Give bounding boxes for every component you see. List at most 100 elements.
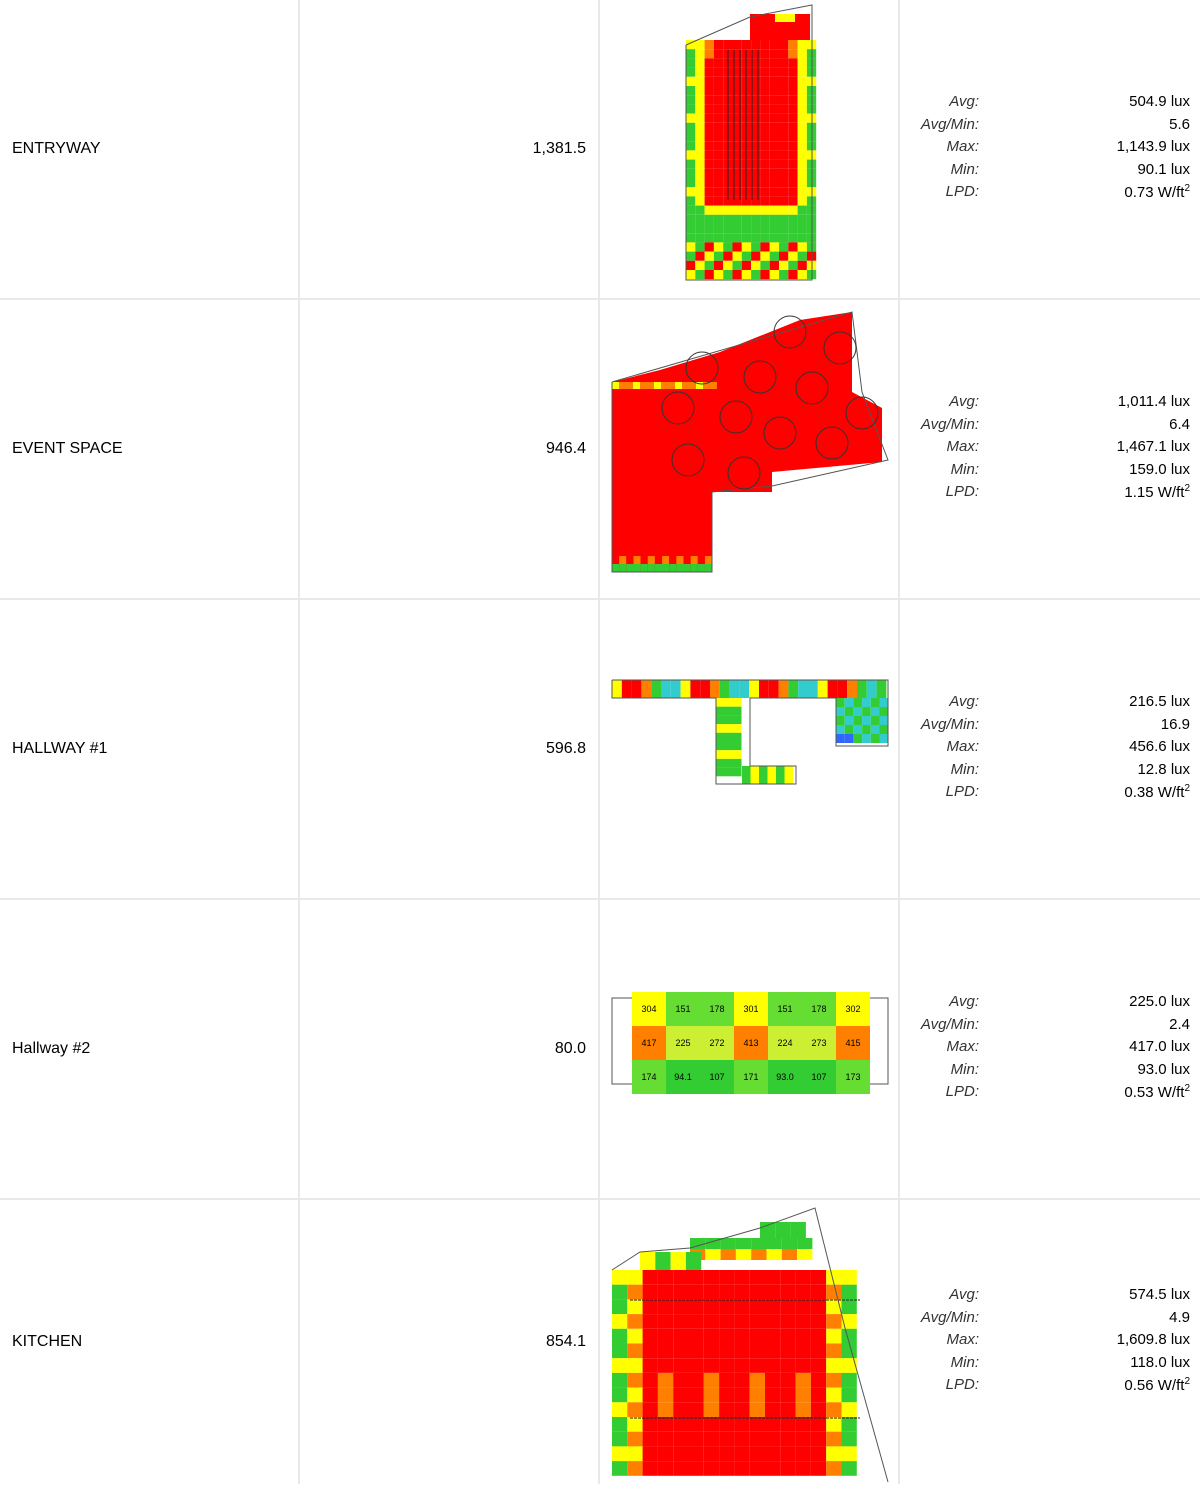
heat-cell	[612, 1372, 628, 1388]
heat-cell	[632, 1026, 666, 1060]
heat-cell	[688, 1417, 704, 1432]
heat-cell	[676, 556, 684, 564]
heat-cell	[741, 214, 752, 224]
heat-cell	[686, 251, 696, 261]
heat-cell	[798, 680, 808, 689]
heat-cell	[612, 382, 619, 389]
heat-cell	[704, 233, 714, 243]
heat-cell	[788, 270, 798, 280]
heat-cell-value: 107	[811, 1072, 826, 1082]
heat-cell	[779, 49, 789, 59]
heat-cell	[657, 1446, 674, 1462]
heat-cell	[662, 564, 670, 572]
heat-cell	[750, 775, 759, 784]
heat-cell	[760, 159, 770, 169]
heat-cell	[713, 196, 724, 206]
heat-cell	[719, 1402, 735, 1417]
heat-cell	[795, 1431, 811, 1447]
heat-cell	[879, 725, 889, 734]
heat-cell	[826, 1372, 842, 1388]
heat-cell	[751, 122, 761, 132]
heat-cell	[760, 242, 770, 252]
heat-cell	[724, 750, 733, 759]
heat-grid	[612, 1270, 857, 1476]
heat-cell	[612, 564, 620, 572]
heat-cell	[733, 741, 742, 751]
heat-cell	[619, 564, 627, 572]
room-name: Hallway #2	[12, 1040, 91, 1057]
heat-cell	[836, 734, 845, 743]
heat-cell	[760, 132, 770, 142]
room-name: HALLWAY #1	[12, 740, 108, 757]
heat-cell	[779, 233, 789, 243]
heat-cell-value: 224	[777, 1038, 792, 1048]
heat-cell	[673, 1314, 689, 1329]
heat-cell	[704, 214, 714, 224]
heat-cell	[719, 1284, 735, 1300]
heat-cell	[795, 1358, 811, 1373]
heat-cell	[626, 564, 634, 572]
heat-cell	[797, 58, 807, 68]
heat-cell	[759, 680, 769, 689]
heat-cell	[688, 1372, 704, 1388]
heat-cell	[703, 1431, 720, 1447]
heat-cell	[779, 270, 789, 280]
heat-cell	[780, 1446, 796, 1462]
heat-cell	[797, 178, 807, 188]
heat-cell	[673, 1431, 689, 1447]
heat-cell	[732, 214, 742, 224]
heat-cell	[627, 1372, 643, 1388]
heat-cell	[760, 1222, 776, 1238]
heat-cell	[734, 1461, 750, 1476]
heat-cell	[810, 1270, 827, 1285]
heat-cell	[751, 104, 761, 114]
heat-cell	[797, 242, 807, 252]
heat-cell	[716, 732, 725, 742]
heat-cell	[627, 1402, 643, 1417]
heat-cell	[732, 141, 742, 151]
heat-cell	[695, 196, 705, 206]
heat-cell	[765, 1417, 781, 1432]
heat-cell	[769, 104, 779, 114]
heat-cell	[713, 178, 724, 188]
heat-cell	[723, 251, 733, 261]
heat-cell	[749, 1417, 765, 1432]
heat-cell	[686, 270, 696, 280]
heat-cell	[668, 382, 675, 389]
heat-cell	[797, 251, 807, 261]
heat-cell	[779, 104, 789, 114]
heat-cell	[879, 716, 889, 725]
heat-cell	[733, 715, 742, 725]
heat-cell	[688, 1358, 704, 1373]
heat-cell	[673, 1284, 689, 1300]
heat-cell	[797, 270, 807, 280]
plan-cell	[600, 0, 900, 298]
heat-cell	[749, 1343, 765, 1359]
heat-cell	[788, 178, 798, 188]
heat-cell	[612, 1358, 628, 1373]
heat-cell	[703, 1314, 720, 1329]
heat-cell	[673, 1461, 689, 1476]
heat-cell	[788, 76, 798, 86]
room-name-cell: KITCHEN	[0, 1200, 300, 1484]
lpd-label: LPD:	[945, 182, 979, 200]
heat-cell	[719, 1372, 735, 1388]
heat-cell	[670, 680, 681, 689]
room-area-cell: 854.1	[300, 1200, 600, 1484]
heat-cell	[704, 76, 714, 86]
heat-cell	[716, 698, 725, 707]
heat-cell	[713, 86, 724, 96]
heat-cell	[765, 1461, 781, 1476]
heat-cell	[879, 734, 889, 743]
room-name: KITCHEN	[12, 1333, 83, 1350]
heat-cell	[641, 689, 652, 698]
min-label: Min:	[950, 160, 979, 178]
heat-cell	[696, 382, 703, 389]
heat-cell	[879, 707, 889, 716]
heat-cell	[686, 196, 696, 206]
heat-cell	[751, 1249, 767, 1260]
heat-cell	[779, 86, 789, 96]
heat-cell	[779, 76, 789, 86]
heat-cell	[810, 1314, 827, 1329]
heat-cell	[826, 1314, 842, 1329]
